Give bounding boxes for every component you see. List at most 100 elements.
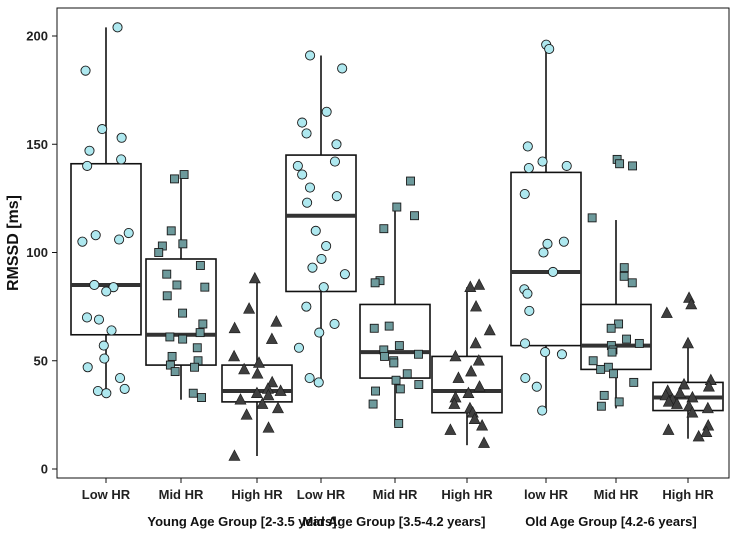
data-point-square [195,328,205,338]
data-point-circle [82,362,93,373]
data-point-circle [313,377,324,388]
data-point-circle [77,236,88,247]
iqr-box [285,154,357,293]
data-point-circle [302,197,313,208]
data-point-square [370,278,380,288]
data-point-circle [293,342,305,353]
data-point-circle [98,340,109,351]
data-point-triangle [262,388,275,401]
data-point-triangle [670,397,683,409]
data-point-triangle [251,367,264,379]
data-point-circle [297,117,308,128]
data-point-triangle [243,302,256,314]
data-point-circle [314,327,325,338]
data-point-triangle [238,362,251,375]
data-point-triangle [681,336,694,349]
data-point-circle [318,282,329,293]
data-point-circle [90,230,101,241]
data-point-triangle [465,364,478,377]
data-point-triangle [685,297,698,310]
data-point-circle [292,160,303,171]
data-point-square [162,291,172,301]
data-point-square [368,399,378,409]
data-point-circle [119,383,130,394]
data-point-square [200,282,210,292]
data-point-square [587,213,597,223]
data-point-square [414,349,423,359]
data-point-circle [305,50,316,61]
data-point-square [165,360,175,370]
data-point-circle [99,353,110,364]
data-point-triangle [686,390,699,403]
data-point-circle [537,405,548,416]
data-point-triangle [470,299,483,312]
data-point-circle [310,225,321,236]
data-point-square [170,367,180,377]
data-point-circle [114,234,125,245]
data-point-square [406,176,415,186]
data-point-circle [101,286,112,297]
data-point-circle [339,269,350,280]
data-point-circle [520,373,531,384]
y-tick-label: 0 [41,462,48,477]
data-point-square [170,174,179,184]
data-point-triangle [662,423,675,435]
x-tick-label: High HR [662,487,714,502]
data-point-circle [321,240,332,252]
data-point-triangle [262,421,275,433]
data-point-square [371,386,380,396]
data-point-circle [304,182,316,193]
group-label: Mid Age Group [3.5-4.2 years] [302,514,485,529]
y-axis: 0 50 100 150 200 [26,29,57,477]
box-6 [431,287,503,446]
x-tick-label: High HR [441,487,493,502]
data-point-triangle [444,423,457,435]
data-point-circle [101,388,112,399]
data-point-triangle [678,377,691,390]
data-point-circle [538,247,549,258]
data-point-circle [544,43,555,55]
data-point-square [369,323,379,333]
data-point-square [609,369,618,379]
data-point-square [198,319,208,329]
data-point-triangle [477,436,490,448]
data-point-triangle [228,449,241,461]
data-point-square [599,390,609,400]
x-tick-label: Mid HR [594,487,639,502]
data-point-triangle [252,356,265,368]
data-point-circle [81,312,93,323]
data-point-square [162,269,172,279]
data-point-square [596,364,606,374]
data-point-square [614,397,624,407]
data-point-circle [331,191,342,202]
y-tick-label: 200 [26,29,48,44]
data-point-circle [93,314,105,325]
data-point-circle [547,266,559,278]
data-point-triangle [476,419,489,431]
x-tick-label: Low HR [297,487,346,502]
data-point-square [619,263,629,273]
data-point-circle [522,141,533,152]
data-point-square [606,323,616,333]
data-point-circle [297,169,308,180]
data-point-square [384,321,394,331]
data-point-triangle [686,406,699,418]
data-point-circle [108,282,119,293]
data-point-triangle [265,332,278,344]
data-point-circle [82,160,93,171]
data-point-square [402,369,412,379]
y-tick-label: 100 [26,245,48,260]
data-point-circle [321,106,332,117]
data-point-square [197,393,207,403]
data-point-triangle [483,323,496,336]
data-point-square [179,170,189,180]
iqr-box [510,171,582,347]
data-point-triangle [228,321,241,334]
data-point-square [394,341,404,351]
data-point-triangle [473,380,486,392]
box-2 [145,174,217,400]
data-point-circle [542,238,553,249]
data-point-triangle [240,408,253,420]
data-point-triangle [271,401,284,414]
